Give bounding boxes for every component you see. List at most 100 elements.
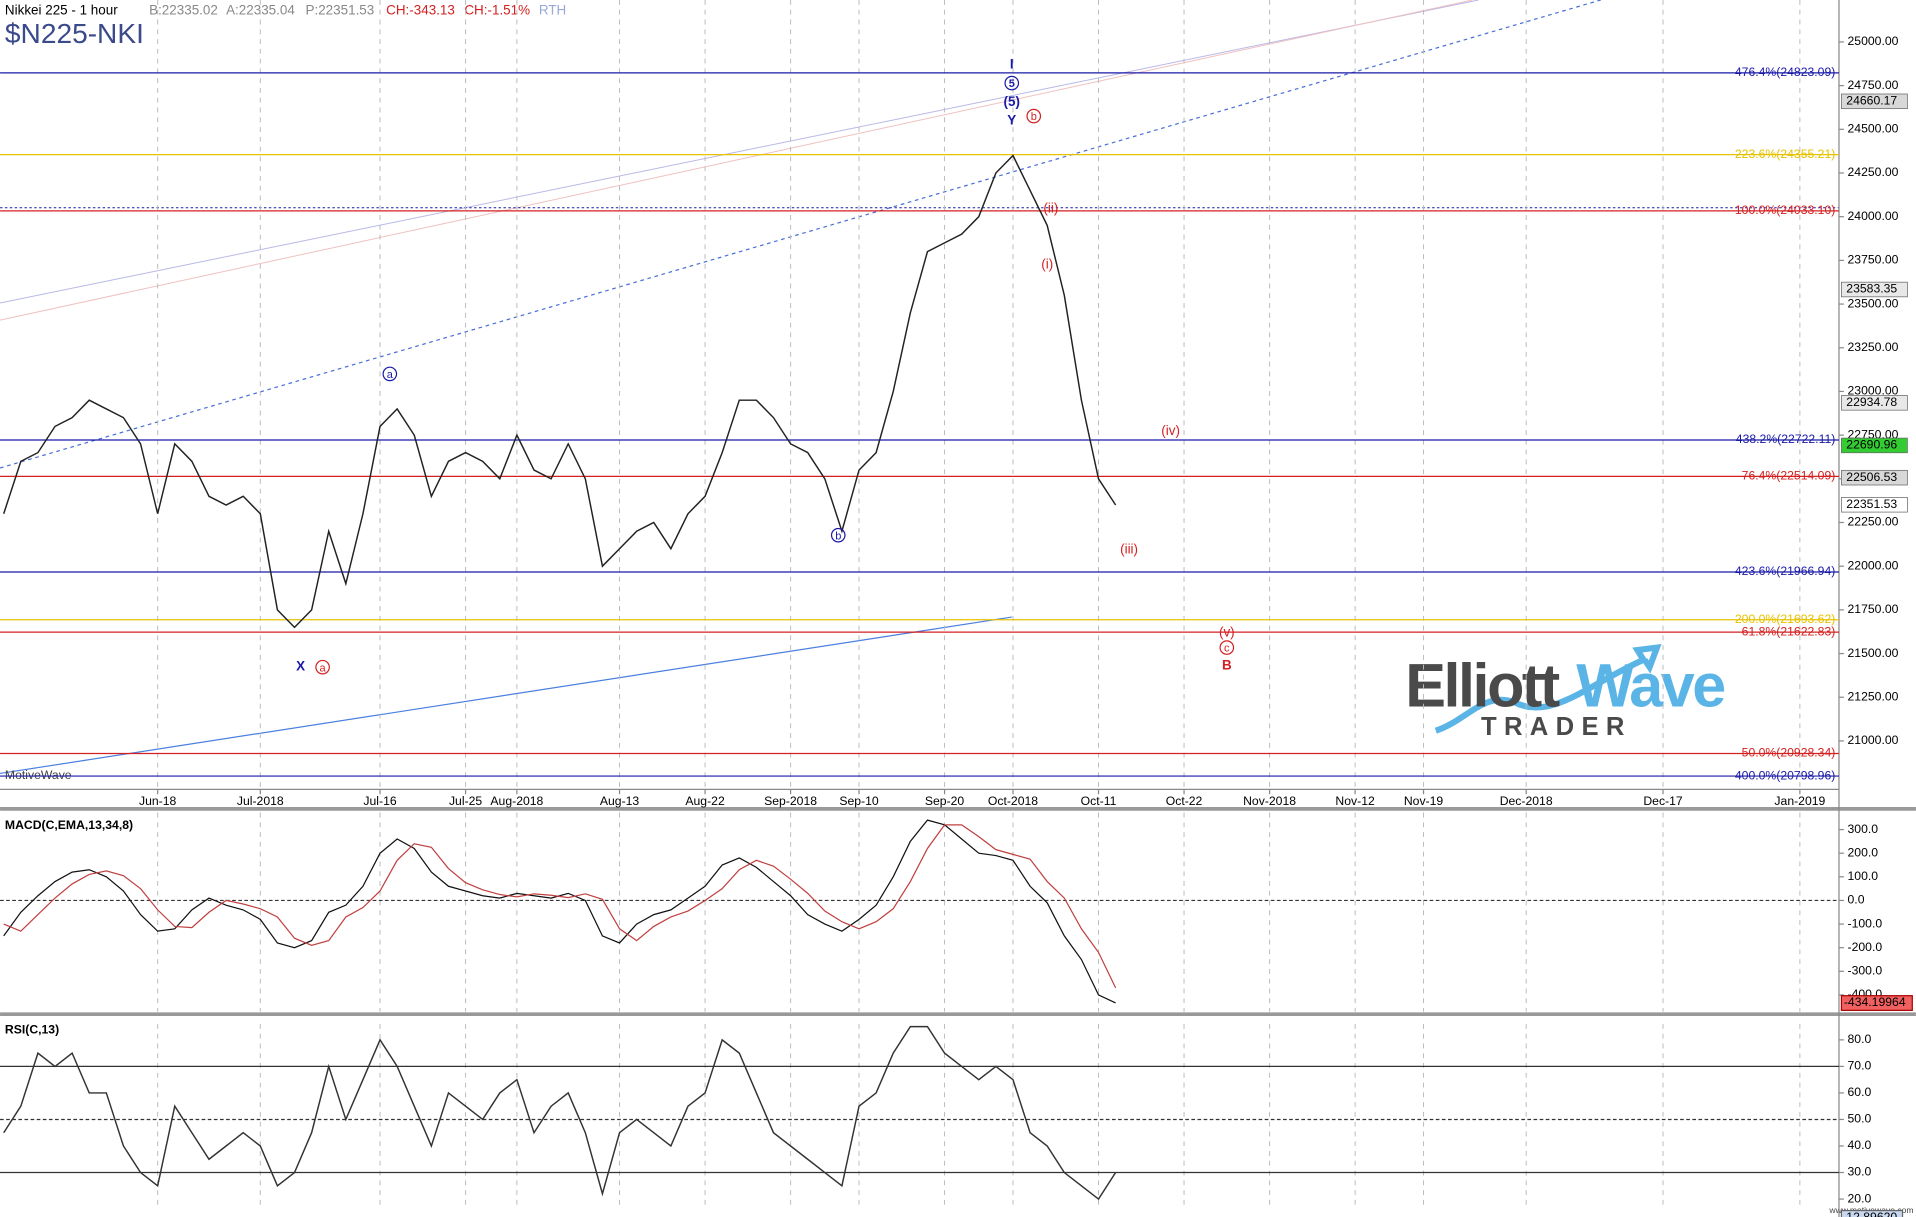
y-tick-label: 24000.00: [1848, 209, 1899, 223]
series-line: [3, 1025, 1117, 1201]
x-tick-label: Sep-10: [839, 794, 879, 808]
wave-label: (v): [1219, 624, 1235, 639]
y-tick-label: 20.0: [1848, 1191, 1872, 1205]
y-tick-label: 100.0: [1848, 869, 1879, 883]
price-marker: [1841, 281, 1908, 298]
fib-label: 423.6%(21966.94): [1735, 564, 1835, 578]
fib-label: 438.2%(22722.11): [1736, 432, 1836, 446]
wave-label: (i): [1041, 257, 1053, 272]
panel-title: RSI(C,13): [5, 1022, 59, 1036]
trendline: [0, 0, 1479, 304]
fib-label: 200.0%(21693.62): [1735, 612, 1835, 626]
wave-circle: [830, 527, 846, 543]
y-tick-label: 21000.00: [1848, 733, 1899, 747]
trendline: [0, 616, 1012, 775]
logo-word: TRADER: [1481, 713, 1632, 741]
x-tick-label: Jun-18: [139, 794, 177, 808]
wave-label: Y: [1007, 113, 1016, 128]
fib-label: 400.0%(20798.96): [1735, 768, 1835, 782]
last-value-box: [1840, 995, 1913, 1011]
wave-label: B: [1222, 657, 1232, 672]
last-value-box: [1840, 1209, 1904, 1217]
y-tick-label: 25000.00: [1848, 34, 1899, 48]
y-tick-label: -100.0: [1848, 916, 1883, 930]
fib-label: 76.4%(22514.09): [1742, 469, 1836, 483]
last-value: 12.89620: [1846, 1210, 1897, 1217]
x-tick-label: Dec-2018: [1500, 794, 1553, 808]
fib-label: 50.0%(20928.34): [1742, 746, 1836, 760]
wave-label: a: [387, 369, 394, 381]
x-tick-label: Aug-22: [685, 794, 725, 808]
x-tick-label: Jul-2018: [237, 794, 284, 808]
wave-label: X: [296, 659, 305, 674]
y-tick-label: 40.0: [1848, 1138, 1872, 1152]
series-line: [3, 819, 1116, 1004]
x-tick-label: Jan-2019: [1774, 794, 1825, 808]
x-tick-label: Aug-13: [600, 794, 640, 808]
trendlines: [0, 0, 1839, 775]
y-tick-label: -300.0: [1848, 964, 1883, 978]
y-tick-label: 0.0: [1848, 893, 1865, 907]
symbol: $N225-NKI: [5, 18, 144, 49]
x-tick-label: Sep-20: [925, 794, 965, 808]
series-line: [3, 824, 1117, 989]
price-marker-label: 23583.35: [1846, 282, 1897, 296]
x-tick-label: Jul-16: [363, 794, 396, 808]
y-tick-label: 21250.00: [1848, 689, 1899, 703]
y-tick-label: 200.0: [1848, 845, 1879, 859]
y-tick-label: 30.0: [1848, 1165, 1872, 1179]
price-marker: [1841, 93, 1908, 110]
fib-label: 223.6%(24355.21): [1735, 147, 1835, 161]
wave-label: (5): [1004, 94, 1020, 109]
y-tick-label: 300.0: [1848, 822, 1879, 836]
wave-circle: [315, 659, 330, 675]
price-marker-label: 22506.53: [1846, 470, 1897, 484]
y-tick-label: 22250.00: [1848, 515, 1899, 529]
wave-label: b: [835, 530, 841, 542]
y-tick-label: 22000.00: [1848, 558, 1899, 572]
fib-label: 100.0%(24033.10): [1735, 203, 1835, 217]
wave-label: I: [1010, 56, 1014, 71]
x-tick-label: Oct-22: [1166, 794, 1203, 808]
x-tick-label: Aug-2018: [490, 794, 543, 808]
logo: Elliott Wave TRADER: [1405, 643, 1727, 741]
x-tick-label: Sep-2018: [764, 794, 817, 808]
y-tick-label: 50.0: [1848, 1112, 1872, 1126]
wave-label: (iii): [1120, 541, 1138, 556]
y-tick-label: 24250.00: [1848, 165, 1899, 179]
wave-circle: [1004, 75, 1020, 91]
panel-title: MACD(C,EMA,13,34,8): [5, 818, 133, 832]
logo-word: Elliott: [1405, 652, 1560, 720]
price-marker: [1841, 497, 1908, 513]
y-tick-label: -200.0: [1848, 940, 1883, 954]
last-price: P:22351.53: [306, 3, 375, 18]
y-tick-label: 60.0: [1848, 1085, 1872, 1099]
y-tick-label: 23250.00: [1848, 340, 1899, 354]
wave-label: 5: [1009, 78, 1015, 90]
wave-label: (iv): [1161, 423, 1180, 438]
session: RTH: [539, 3, 566, 18]
wave-label: (ii): [1043, 200, 1058, 215]
y-tick-label: 23750.00: [1848, 253, 1899, 267]
watermark: MotiveWave: [5, 768, 72, 782]
instrument: Nikkei 225 - 1 hour: [5, 3, 118, 18]
last-value: -434.19964: [1844, 995, 1906, 1009]
price-marker-label: 24660.17: [1846, 94, 1897, 108]
x-tick-label: Oct-11: [1081, 794, 1117, 808]
price-marker: [1841, 437, 1908, 454]
change: CH:-343.13: [386, 3, 455, 18]
trendline: [0, 0, 1473, 321]
price-marker: [1841, 469, 1908, 486]
y-tick-label: 80.0: [1848, 1032, 1872, 1046]
series-line: [3, 154, 1117, 629]
fib-label: 61.8%(21622.83): [1742, 624, 1836, 638]
y-tick-label: 70.0: [1848, 1059, 1872, 1073]
price-marker-label: 22690.96: [1846, 438, 1897, 452]
price-marker-label: 22934.78: [1846, 395, 1897, 409]
price-marker-label: 22351.53: [1846, 497, 1897, 511]
wave-label: c: [1224, 643, 1230, 655]
y-tick-label: 24500.00: [1848, 122, 1899, 136]
